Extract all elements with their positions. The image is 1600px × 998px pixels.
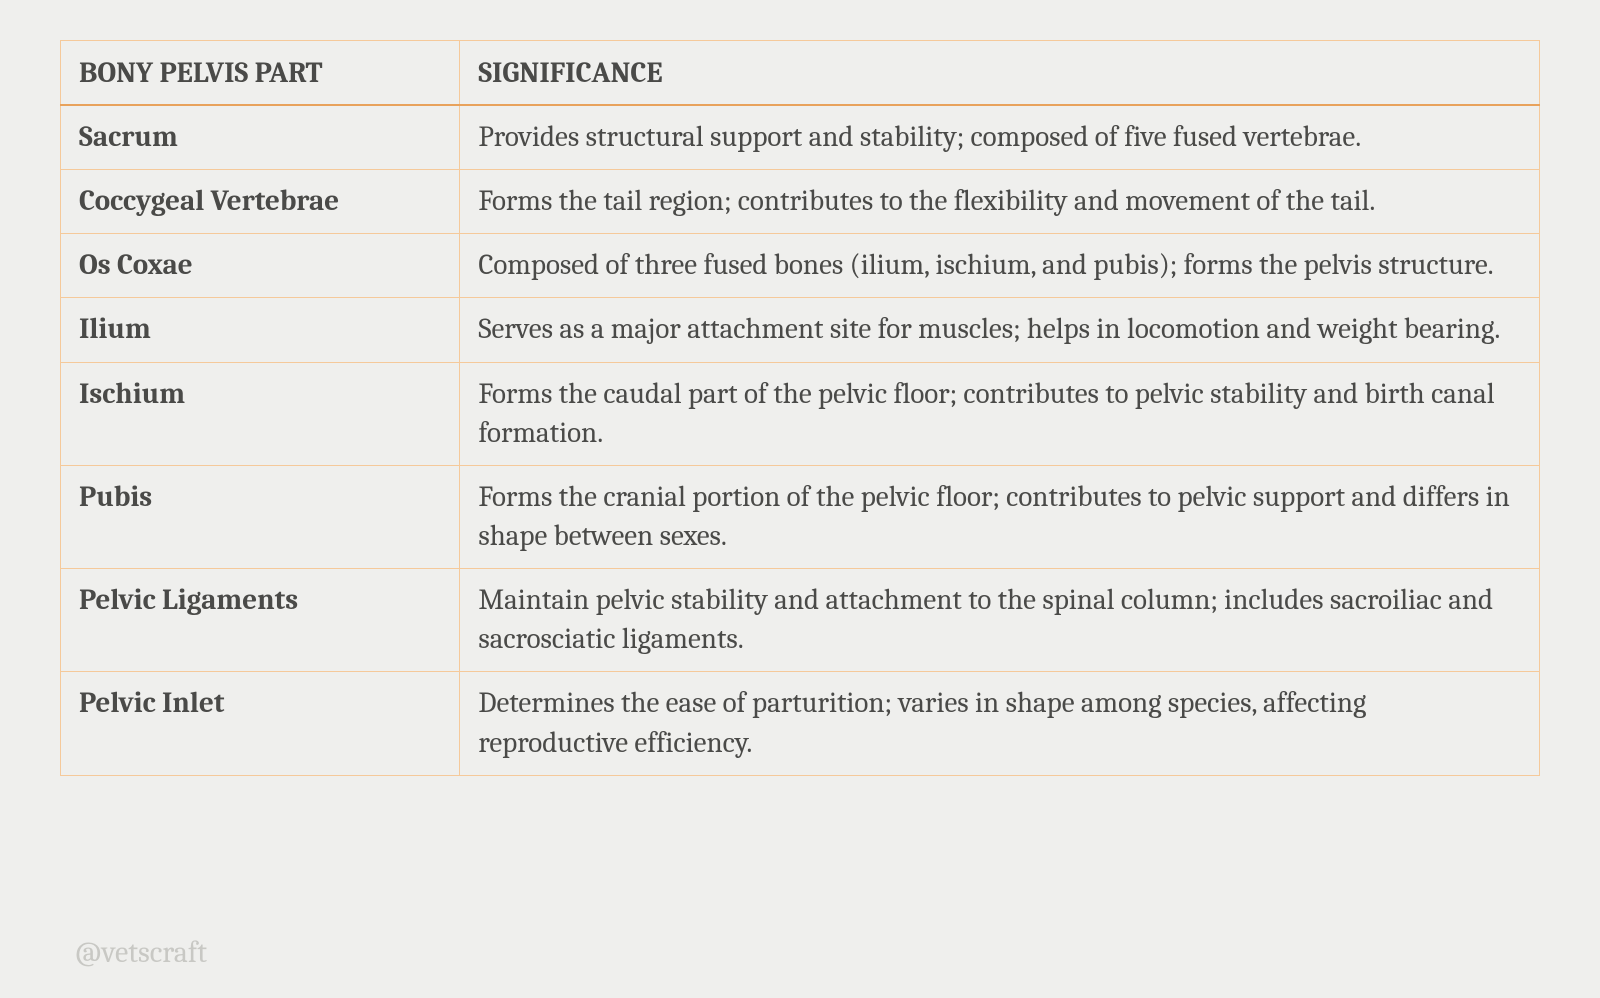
- table-row: Sacrum Provides structural support and s…: [61, 105, 1540, 170]
- cell-significance: Determines the ease of parturition; vari…: [460, 672, 1540, 775]
- table-row: Pelvic Ligaments Maintain pelvic stabili…: [61, 569, 1540, 672]
- cell-significance: Maintain pelvic stability and attachment…: [460, 569, 1540, 672]
- column-header-significance: SIGNIFICANCE: [460, 41, 1540, 106]
- table-row: Pubis Forms the cranial portion of the p…: [61, 465, 1540, 568]
- cell-part: Ischium: [61, 362, 460, 465]
- pelvis-table: BONY PELVIS PART SIGNIFICANCE Sacrum Pro…: [60, 40, 1540, 776]
- cell-part: Ilium: [61, 298, 460, 362]
- cell-part: Pubis: [61, 465, 460, 568]
- table-row: Ilium Serves as a major attachment site …: [61, 298, 1540, 362]
- cell-part: Coccygeal Vertebrae: [61, 170, 460, 234]
- cell-part: Pelvic Ligaments: [61, 569, 460, 672]
- table-row: Os Coxae Composed of three fused bones (…: [61, 234, 1540, 298]
- cell-part: Pelvic Inlet: [61, 672, 460, 775]
- cell-significance: Serves as a major attachment site for mu…: [460, 298, 1540, 362]
- cell-significance: Composed of three fused bones (ilium, is…: [460, 234, 1540, 298]
- column-header-part: BONY PELVIS PART: [61, 41, 460, 106]
- cell-significance: Forms the caudal part of the pelvic floo…: [460, 362, 1540, 465]
- table-row: Ischium Forms the caudal part of the pel…: [61, 362, 1540, 465]
- cell-significance: Provides structural support and stabilit…: [460, 105, 1540, 170]
- cell-part: Sacrum: [61, 105, 460, 170]
- table-row: Coccygeal Vertebrae Forms the tail regio…: [61, 170, 1540, 234]
- cell-part: Os Coxae: [61, 234, 460, 298]
- cell-significance: Forms the tail region; contributes to th…: [460, 170, 1540, 234]
- credit-text: @vetscraft: [75, 935, 207, 970]
- cell-significance: Forms the cranial portion of the pelvic …: [460, 465, 1540, 568]
- table-row: Pelvic Inlet Determines the ease of part…: [61, 672, 1540, 775]
